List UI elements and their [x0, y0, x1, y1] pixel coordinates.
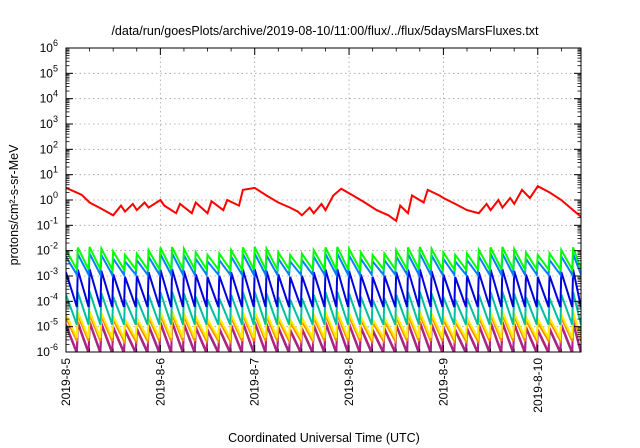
flux-series-line: [66, 184, 581, 223]
y-tick-label: 10-6: [37, 342, 58, 359]
x-tick-labels: 2019-8-5 2019-8-6 2019-8-7 2019-8-8 2019-8-9…: [59, 358, 545, 413]
y-tick-label: 10-2: [37, 241, 58, 258]
flux-series-line: [66, 311, 581, 342]
x-tick-label: 2019-8-10: [531, 358, 545, 413]
y-tick-label: 10-4: [37, 291, 58, 308]
x-axis-label: Coordinated Universal Time (UTC): [228, 431, 420, 445]
flux-series-line: [66, 268, 581, 308]
x-tick-label: 2019-8-7: [248, 358, 262, 406]
y-tick-labels: 10-6 10-5 10-4 10-3 10-2 10-1 100 101 102 103 104 1…: [37, 38, 58, 359]
y-tick-label: 104: [40, 89, 58, 106]
x-tick-label: 2019-8-5: [59, 358, 73, 406]
y-tick-label: 105: [40, 63, 58, 80]
x-tick-label: 2019-8-8: [342, 358, 356, 406]
y-tick-label: 103: [40, 114, 58, 131]
y-tick-label: 10-1: [37, 215, 58, 232]
x-tick-label: 2019-8-6: [153, 358, 167, 406]
y-tick-label: 102: [40, 139, 58, 156]
y-tick-label: 100: [40, 190, 58, 207]
flux-series-line: [66, 291, 581, 326]
series-layer: [66, 184, 581, 352]
chart-title: /data/run/goesPlots/archive/2019-08-10/1…: [111, 24, 539, 38]
y-axis-label: protons/cm²-s-sr-MeV: [7, 144, 21, 266]
flux-series-line: [66, 244, 581, 274]
y-tick-label: 101: [40, 165, 58, 182]
axis-ticks: [65, 47, 581, 353]
y-tick-label: 106: [40, 38, 58, 55]
y-tick-label: 10-5: [37, 317, 58, 334]
x-tick-label: 2019-8-9: [436, 358, 450, 406]
y-tick-label: 10-3: [37, 266, 58, 283]
